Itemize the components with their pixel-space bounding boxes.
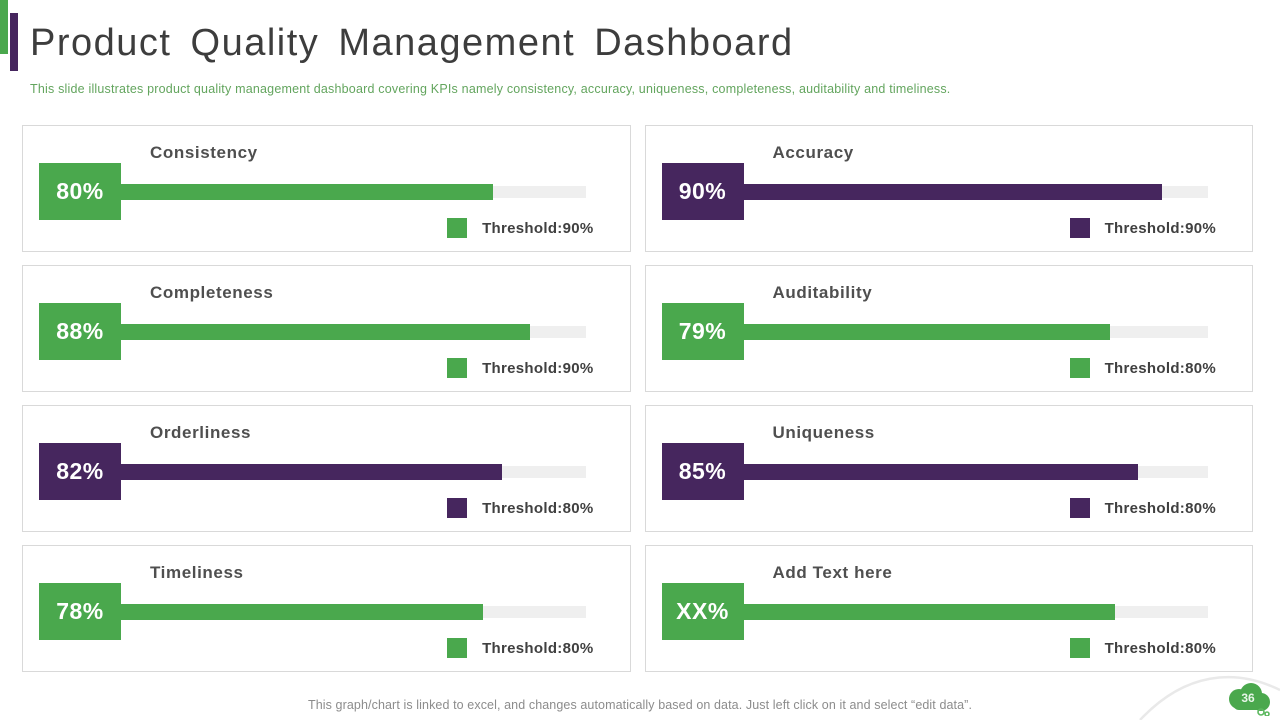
footer-note: This graph/chart is linked to excel, and… xyxy=(307,698,973,712)
legend-label: Threshold:80% xyxy=(482,639,594,657)
kpi-title: Orderliness xyxy=(150,423,252,442)
kpi-value-badge: XX% xyxy=(661,583,744,640)
header-accent-purple-bar xyxy=(10,13,18,71)
kpi-bar[interactable] xyxy=(743,324,1208,340)
kpi-title: Timeliness xyxy=(150,563,244,582)
legend-label: Threshold:80% xyxy=(1104,499,1216,517)
legend-label: Threshold:80% xyxy=(482,499,594,517)
page-title: Product Quality Management Dashboard xyxy=(30,22,794,64)
kpi-bar[interactable] xyxy=(743,464,1208,480)
kpi-grid: Consistency 80% Threshold:90% Accuracy 9… xyxy=(22,125,1253,672)
kpi-bar-fill xyxy=(743,184,1162,200)
kpi-title: Accuracy xyxy=(772,143,854,162)
kpi-card[interactable]: Uniqueness 85% Threshold:80% xyxy=(644,405,1253,532)
kpi-card[interactable]: Orderliness 82% Threshold:80% xyxy=(22,405,631,532)
kpi-legend: Threshold:80% xyxy=(1069,358,1216,378)
kpi-value-badge: 80% xyxy=(39,163,121,220)
kpi-legend: Threshold:90% xyxy=(447,358,593,378)
kpi-bar-fill xyxy=(743,464,1139,480)
kpi-bar-fill xyxy=(121,324,530,340)
legend-swatch-icon xyxy=(1069,218,1090,238)
kpi-value-badge: 78% xyxy=(39,583,121,640)
kpi-card[interactable]: Completeness 88% Threshold:90% xyxy=(22,265,631,392)
kpi-bar-fill xyxy=(121,184,493,200)
page-subtitle: This slide illustrates product quality m… xyxy=(30,82,951,96)
kpi-title: Completeness xyxy=(150,283,274,302)
kpi-value-badge: 90% xyxy=(661,163,744,220)
page-number: 36 xyxy=(1241,691,1255,705)
kpi-value-badge: 85% xyxy=(661,443,744,500)
kpi-legend: Threshold:80% xyxy=(1069,498,1216,518)
kpi-bar-fill xyxy=(743,324,1111,340)
legend-swatch-icon xyxy=(1069,358,1090,378)
page-number-cloud: 36 xyxy=(1225,682,1271,717)
kpi-bar-fill xyxy=(743,604,1116,620)
cloud-icon xyxy=(1229,683,1270,717)
legend-label: Threshold:90% xyxy=(482,359,594,377)
kpi-legend: Threshold:80% xyxy=(447,498,593,518)
kpi-bar-fill xyxy=(121,464,502,480)
legend-label: Threshold:80% xyxy=(1104,359,1216,377)
legend-label: Threshold:80% xyxy=(1104,639,1216,657)
kpi-bar-fill xyxy=(121,604,484,620)
legend-swatch-icon xyxy=(447,218,468,238)
kpi-bar[interactable] xyxy=(121,184,586,200)
kpi-card[interactable]: Add Text here XX% Threshold:80% xyxy=(644,545,1253,672)
kpi-bar[interactable] xyxy=(121,324,586,340)
kpi-card[interactable]: Accuracy 90% Threshold:90% xyxy=(644,125,1253,252)
kpi-value-badge: 82% xyxy=(39,443,121,500)
kpi-title: Auditability xyxy=(772,283,873,302)
kpi-bar[interactable] xyxy=(743,184,1208,200)
header-accent-green-bar xyxy=(0,0,8,54)
kpi-legend: Threshold:80% xyxy=(1069,638,1216,658)
legend-swatch-icon xyxy=(447,638,468,658)
legend-swatch-icon xyxy=(1069,638,1090,658)
kpi-bar[interactable] xyxy=(121,604,586,620)
kpi-card[interactable]: Auditability 79% Threshold:80% xyxy=(644,265,1253,392)
kpi-legend: Threshold:80% xyxy=(447,638,593,658)
kpi-title: Consistency xyxy=(150,143,258,162)
kpi-card[interactable]: Timeliness 78% Threshold:80% xyxy=(22,545,631,672)
kpi-value-badge: 79% xyxy=(661,303,744,360)
kpi-legend: Threshold:90% xyxy=(447,218,593,238)
legend-swatch-icon xyxy=(447,358,468,378)
legend-label: Threshold:90% xyxy=(482,219,594,237)
legend-swatch-icon xyxy=(447,498,468,518)
kpi-title: Add Text here xyxy=(772,563,893,582)
legend-label: Threshold:90% xyxy=(1104,219,1216,237)
kpi-legend: Threshold:90% xyxy=(1069,218,1216,238)
kpi-value-badge: 88% xyxy=(39,303,121,360)
legend-swatch-icon xyxy=(1069,498,1090,518)
kpi-bar[interactable] xyxy=(743,604,1208,620)
kpi-title: Uniqueness xyxy=(772,423,875,442)
kpi-bar[interactable] xyxy=(121,464,586,480)
kpi-card[interactable]: Consistency 80% Threshold:90% xyxy=(22,125,631,252)
